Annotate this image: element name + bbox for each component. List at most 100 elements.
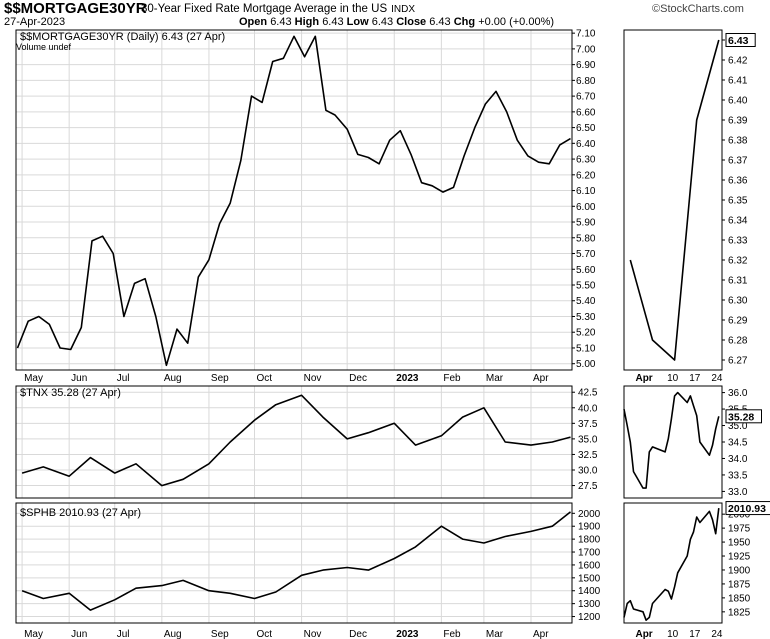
y-tick-label: 37.5 xyxy=(578,419,598,430)
y-tick-label: 1950 xyxy=(728,538,751,549)
panel-subtitle: Volume undef xyxy=(16,42,72,52)
y-tick-label: 6.27 xyxy=(728,356,748,367)
y-tick-label: 33.5 xyxy=(728,470,748,481)
y-tick-label: 1700 xyxy=(578,548,601,559)
y-tick-label: 1500 xyxy=(578,573,601,584)
y-tick-label: 5.20 xyxy=(576,328,596,339)
y-tick-label: 2000 xyxy=(578,509,601,520)
y-tick-label: 6.40 xyxy=(576,139,596,150)
panel-frame xyxy=(15,29,573,371)
last-value-tag xyxy=(725,33,756,47)
y-tick-label: 36.0 xyxy=(728,388,748,399)
y-tick-label: 1800 xyxy=(578,535,601,546)
panel-title: $$MORTGAGE30YR (Daily) 6.43 (27 Apr) xyxy=(20,31,225,43)
y-tick-label: 5.40 xyxy=(576,296,596,307)
y-tick-label: 6.30 xyxy=(576,155,596,166)
y-tick-label: 40.0 xyxy=(578,403,598,414)
x-tick-label: Mar xyxy=(486,373,504,384)
open-value: 6.43 xyxy=(270,16,292,28)
quote-line: Open 6.43 High 6.43 Low 6.43 Close 6.43 … xyxy=(239,16,554,28)
chg-value: +0.00 (+0.00%) xyxy=(478,16,555,28)
x-tick-label: Sep xyxy=(211,629,229,639)
y-tick-label: 42.5 xyxy=(578,388,598,399)
last-value-label: 35.28 xyxy=(728,411,754,423)
y-tick-label: 6.34 xyxy=(728,216,748,227)
y-tick-label: 1825 xyxy=(728,607,751,618)
x-tick-label: 17 xyxy=(689,629,701,639)
x-tick-label: Jun xyxy=(71,373,87,384)
x-tick-label: Apr xyxy=(533,373,549,384)
y-tick-label: 1975 xyxy=(728,524,751,535)
x-tick-label: Dec xyxy=(349,373,367,384)
x-tick-label: Apr xyxy=(635,629,652,639)
y-tick-label: 6.32 xyxy=(728,256,748,267)
y-tick-label: 5.80 xyxy=(576,233,596,244)
y-tick-label: 1925 xyxy=(728,552,751,563)
x-tick-label: May xyxy=(24,373,43,384)
watermark-text: StockCharts.com xyxy=(660,3,744,15)
chart-date: 27-Apr-2023 xyxy=(4,16,66,28)
panel-frame xyxy=(15,385,573,499)
high-label: High xyxy=(294,16,320,28)
x-tick-label: Aug xyxy=(164,629,182,639)
panel-title: $SPHB 2010.93 (27 Apr) xyxy=(20,507,141,519)
x-tick-label: Feb xyxy=(443,373,461,384)
high-value: 6.43 xyxy=(322,16,344,28)
x-tick-label: Dec xyxy=(349,629,367,639)
y-tick-label: 6.20 xyxy=(576,170,596,181)
x-tick-label: Oct xyxy=(257,629,273,639)
low-value: 6.43 xyxy=(371,16,394,28)
y-tick-label: 6.70 xyxy=(576,92,596,103)
y-tick-label: 5.60 xyxy=(576,265,596,276)
x-tick-label: Apr xyxy=(533,629,549,639)
y-tick-label: 27.5 xyxy=(578,481,598,492)
y-tick-label: 34.5 xyxy=(728,438,748,449)
x-tick-label: Aug xyxy=(164,373,182,384)
x-tick-label: Nov xyxy=(304,629,322,639)
panel-frame xyxy=(623,502,723,624)
y-tick-label: 6.42 xyxy=(728,56,748,67)
x-tick-label: Nov xyxy=(304,373,322,384)
y-tick-label: 5.00 xyxy=(576,359,596,370)
y-tick-label: 32.5 xyxy=(578,450,598,461)
y-tick-label: 6.30 xyxy=(728,296,748,307)
x-tick-label: Oct xyxy=(257,373,273,384)
x-tick-label: Feb xyxy=(443,629,461,639)
last-value-tag xyxy=(725,501,770,516)
x-tick-label: Jul xyxy=(117,629,130,639)
low-label: Low xyxy=(346,16,369,28)
y-tick-label: 6.28 xyxy=(728,336,748,347)
y-tick-label: 1900 xyxy=(728,565,751,576)
chart-header: $$MORTGAGE30YR 30-Year Fixed Rate Mortga… xyxy=(0,0,770,30)
series-line xyxy=(623,508,720,622)
series-line xyxy=(623,391,720,489)
y-tick-label: 6.50 xyxy=(576,123,596,134)
y-tick-label: 1875 xyxy=(728,579,751,590)
open-label: Open xyxy=(239,16,268,28)
watermark: ©StockCharts.com xyxy=(652,3,744,15)
x-tick-label: 2023 xyxy=(396,629,419,639)
x-tick-label: May xyxy=(24,629,43,639)
y-tick-label: 34.0 xyxy=(728,454,748,465)
y-tick-label: 6.29 xyxy=(728,316,748,327)
y-tick-label: 30.0 xyxy=(578,466,598,477)
y-tick-label: 6.80 xyxy=(576,76,596,87)
y-tick-label: 6.10 xyxy=(576,186,596,197)
y-tick-label: 1400 xyxy=(578,586,601,597)
y-tick-label: 5.10 xyxy=(576,343,596,354)
series-line xyxy=(16,35,571,367)
y-tick-label: 35.0 xyxy=(728,421,748,432)
x-tick-label: 17 xyxy=(689,373,701,384)
y-tick-label: 5.70 xyxy=(576,249,596,260)
y-tick-label: 5.30 xyxy=(576,312,596,323)
symbol-title: $$MORTGAGE30YR xyxy=(4,0,147,17)
x-tick-label: 10 xyxy=(667,373,679,384)
x-tick-label: Apr xyxy=(635,373,652,384)
panel-title: $TNX 35.28 (27 Apr) xyxy=(20,387,121,399)
y-tick-label: 6.90 xyxy=(576,60,596,71)
panel-frame xyxy=(623,385,723,499)
x-tick-label: Sep xyxy=(211,373,229,384)
close-label: Close xyxy=(396,16,427,28)
y-tick-label: 5.90 xyxy=(576,218,596,229)
